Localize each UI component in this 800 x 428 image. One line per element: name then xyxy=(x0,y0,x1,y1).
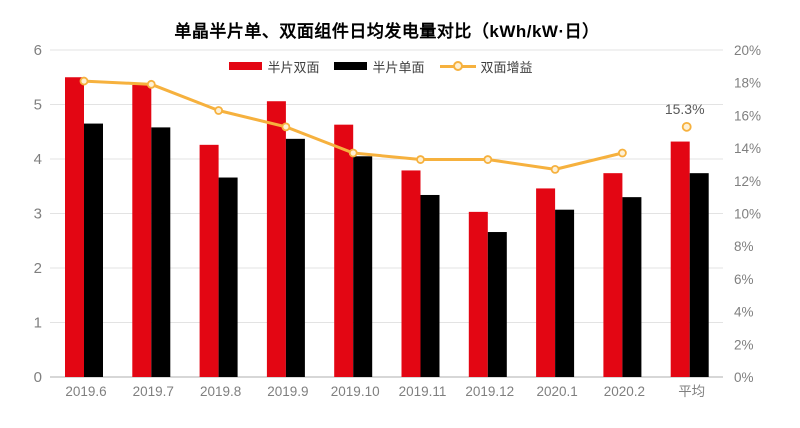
gain-line-marker xyxy=(618,148,627,158)
bar-半片单面-2019.10 xyxy=(353,156,373,377)
right-axis-tick-label: 10% xyxy=(734,207,761,222)
bar-半片双面-2020.2 xyxy=(603,173,623,377)
legend-item-monofacial: 半片单面 xyxy=(334,57,425,76)
gain-line-marker xyxy=(483,155,493,164)
bar-半片单面-2019.7 xyxy=(151,127,171,377)
legend-label-gain: 双面增益 xyxy=(480,59,533,75)
left-axis-tick-label: 4 xyxy=(34,151,42,168)
x-axis-category-label: 2019.8 xyxy=(200,384,241,399)
left-axis-tick-label: 2 xyxy=(34,260,42,277)
left-axis-tick-label: 6 xyxy=(34,42,42,59)
right-axis-tick-label: 2% xyxy=(734,337,754,352)
x-axis-category-label: 2019.10 xyxy=(331,384,380,399)
bar-半片单面-平均 xyxy=(689,173,709,377)
bar-半片双面-2019.11 xyxy=(401,170,421,377)
right-axis-tick-label: 16% xyxy=(734,108,761,123)
legend-line-marker-swatch-icon xyxy=(439,61,476,71)
left-axis-tick-label: 0 xyxy=(34,369,42,386)
legend-label-bifacial: 半片双面 xyxy=(267,59,320,75)
bar-半片双面-2019.10 xyxy=(334,124,354,377)
legend-black-bar-swatch-icon xyxy=(334,62,368,70)
legend: 半片双面 半片单面 双面增益 xyxy=(0,57,781,76)
average-gain-marker xyxy=(681,121,692,132)
x-axis-category-label: 2020.2 xyxy=(604,384,645,399)
left-axis-tick-label: 3 xyxy=(34,206,42,223)
bar-半片双面-2019.6 xyxy=(65,77,84,377)
x-axis-category-label: 2019.11 xyxy=(399,384,447,399)
gain-line-marker xyxy=(550,164,560,174)
bar-半片单面-2019.8 xyxy=(218,177,238,377)
left-axis-tick-label: 1 xyxy=(34,315,42,332)
bar-半片单面-2020.2 xyxy=(622,197,642,377)
bar-半片单面-2019.9 xyxy=(285,138,305,377)
gain-line-marker xyxy=(281,122,291,132)
right-axis-tick-label: 18% xyxy=(734,76,761,91)
x-axis-category-label: 2020.1 xyxy=(536,384,577,399)
bar-半片双面-2019.9 xyxy=(266,101,286,377)
x-axis-category-label: 平均 xyxy=(678,384,705,399)
average-gain-annotation: 15.3% xyxy=(665,101,705,117)
x-axis-category-label: 2019.9 xyxy=(267,384,308,399)
right-axis-tick-label: 20% xyxy=(734,43,761,58)
legend-red-bar-swatch-icon xyxy=(229,62,263,70)
right-axis-tick-label: 4% xyxy=(734,305,754,320)
bar-半片单面-2019.6 xyxy=(84,123,103,377)
bar-半片双面-2019.7 xyxy=(132,84,152,377)
bar-半片双面-2020.1 xyxy=(536,188,556,377)
bar-半片单面-2019.12 xyxy=(487,232,507,377)
bar-半片单面-2020.1 xyxy=(555,209,575,377)
left-axis-tick-label: 5 xyxy=(34,97,42,114)
legend-item-bifacial: 半片双面 xyxy=(229,57,319,76)
bar-半片双面-2019.8 xyxy=(199,144,219,377)
gain-line-marker xyxy=(146,79,156,89)
right-axis-tick-label: 14% xyxy=(734,141,761,156)
x-axis-category-label: 2019.12 xyxy=(465,384,514,399)
bar-半片单面-2019.11 xyxy=(420,194,440,377)
bar-半片双面-2019.12 xyxy=(468,211,488,377)
right-axis-tick-label: 0% xyxy=(734,370,754,385)
right-axis-tick-label: 8% xyxy=(734,239,754,254)
legend-item-gain: 双面增益 xyxy=(439,57,533,76)
chart-title: 单晶半片单、双面组件日均发电量对比（kWh/kW·日） xyxy=(174,22,600,41)
x-axis-category-label: 2019.6 xyxy=(65,384,106,399)
bar-半片双面-平均 xyxy=(670,141,690,377)
legend-label-monofacial: 半片单面 xyxy=(372,59,425,75)
gain-line-marker xyxy=(348,148,358,158)
gain-line-marker xyxy=(79,76,89,86)
legend-circle-marker-icon xyxy=(452,61,463,71)
x-axis-category-label: 2019.7 xyxy=(133,384,174,399)
right-axis-tick-label: 12% xyxy=(734,174,761,189)
gain-line-marker xyxy=(416,155,425,164)
gain-line-marker xyxy=(214,106,224,115)
right-axis-tick-label: 6% xyxy=(734,272,754,287)
